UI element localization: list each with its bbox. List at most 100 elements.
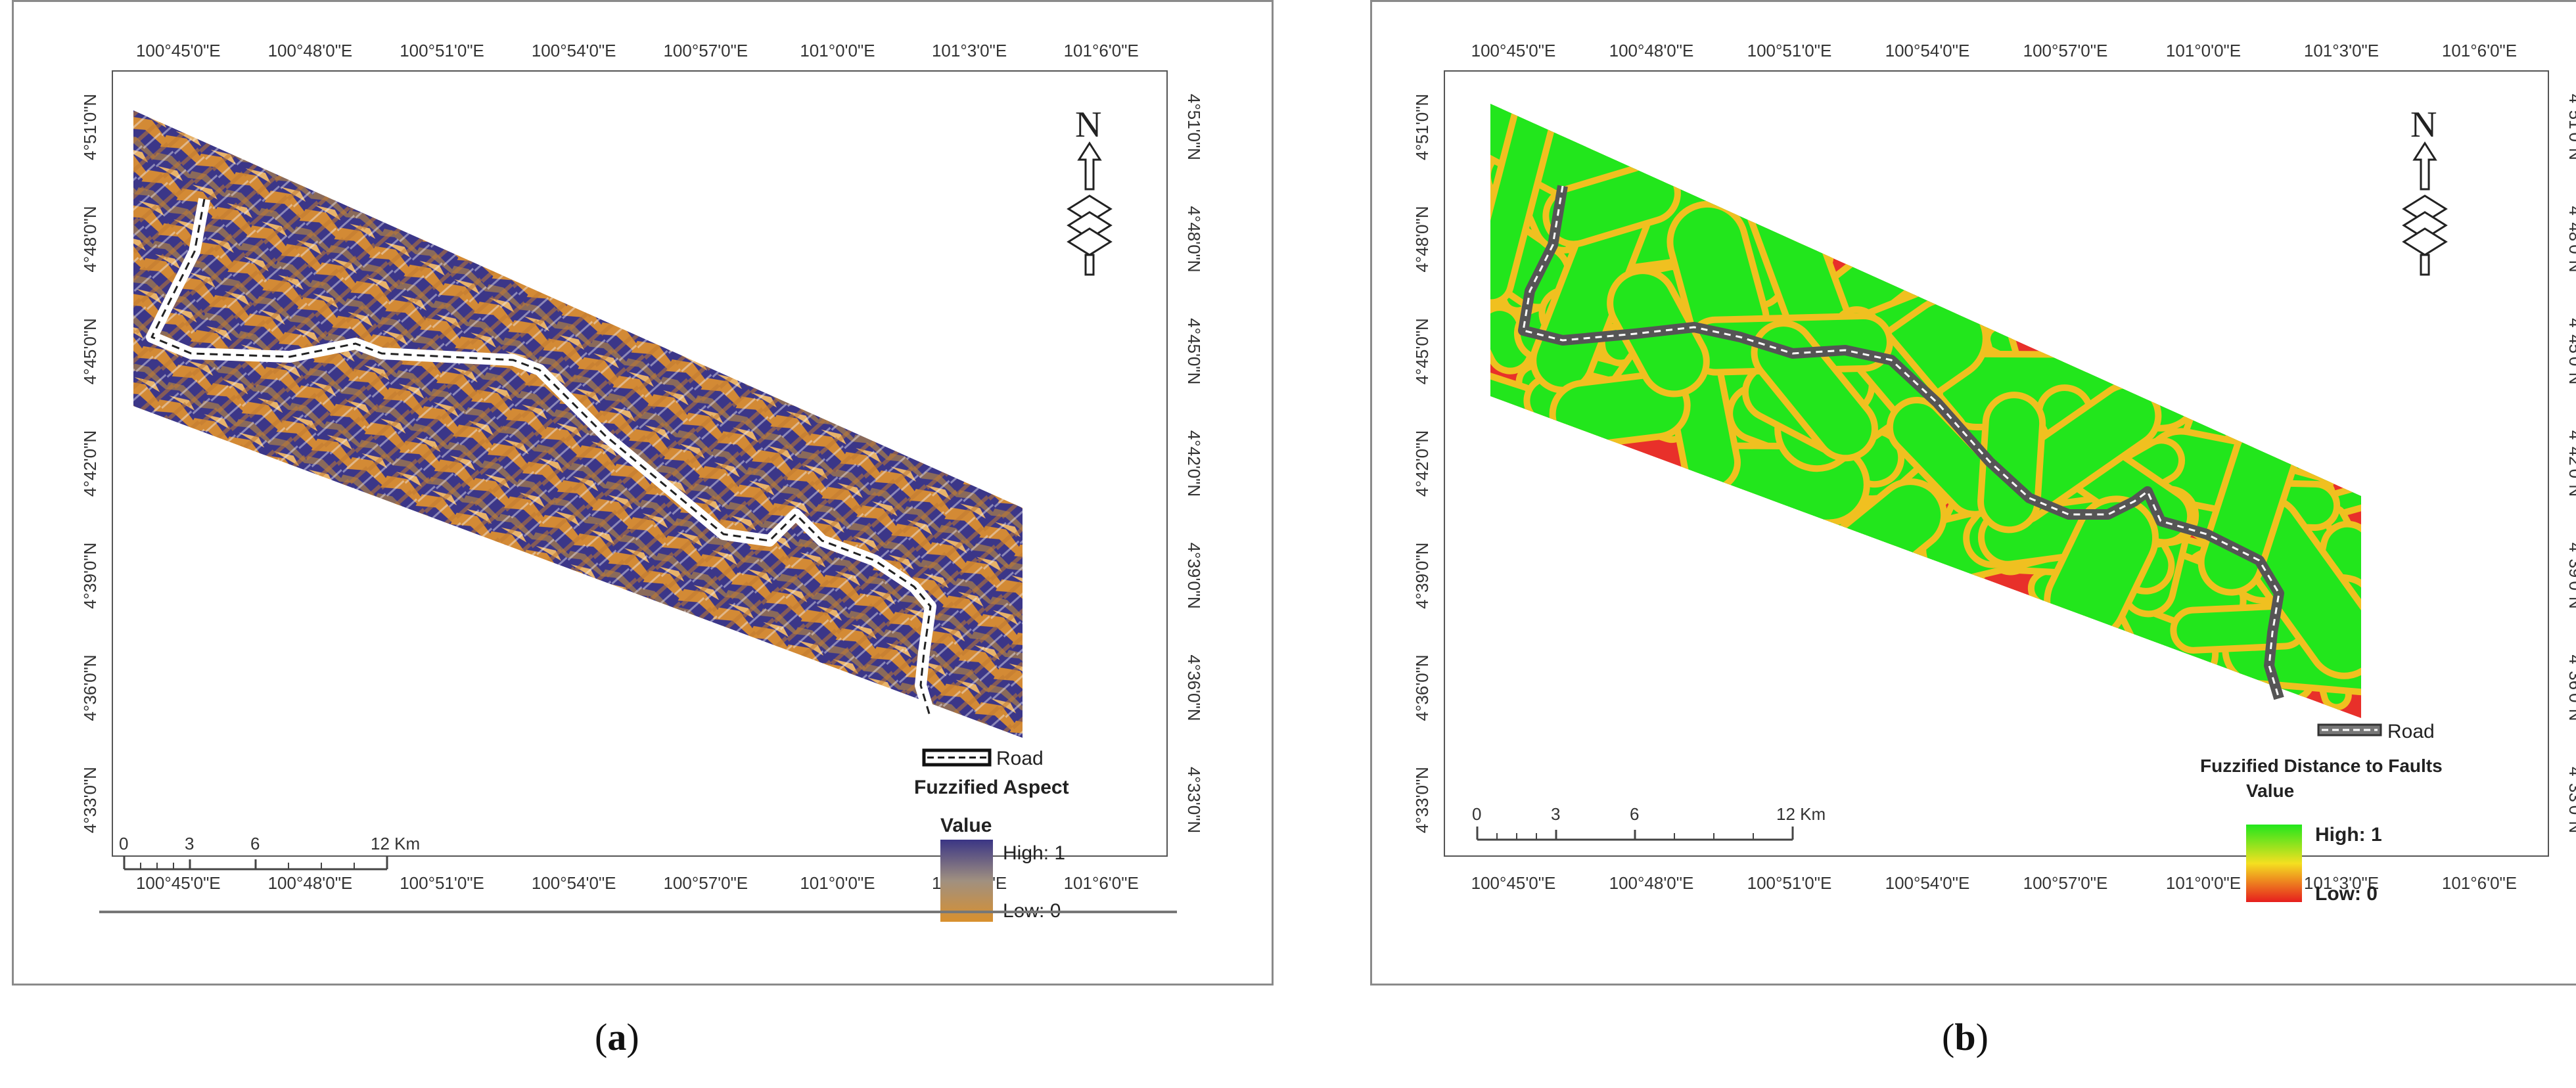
lon-tick-label-top: 101°6'0"E <box>1064 41 1139 60</box>
lon-tick-label-bottom: 100°48'0"E <box>268 873 353 893</box>
map-frame <box>112 70 1168 857</box>
lon-tick-label-bottom: 101°0'0"E <box>800 873 875 893</box>
lon-tick-label-top: 100°48'0"E <box>268 41 353 60</box>
legend: Road Fuzzified Aspect Value High: 1 Low:… <box>914 748 1069 922</box>
legend: Road Fuzzified Distance to Faults Value … <box>2200 721 2443 905</box>
scale-label: 3 <box>1551 804 1560 824</box>
lat-tick-label-left: 4°33'0"N <box>1412 767 1432 833</box>
lat-tick-label-left: 4°51'0"N <box>1412 94 1432 160</box>
lon-tick-label-bottom: 100°57'0"E <box>2023 873 2108 893</box>
caption-open: ( <box>1942 1016 1955 1058</box>
caption-close: ) <box>626 1016 639 1058</box>
lat-tick-label-left: 4°39'0"N <box>1412 543 1432 609</box>
legend-title: Fuzzified Distance to Faults <box>2200 756 2443 776</box>
road-legend-label: Road <box>996 748 1044 769</box>
faults-raster <box>1490 104 2361 718</box>
scale-label: 0 <box>1472 804 1481 824</box>
lat-tick-label-right: 4°39'0"N <box>2565 543 2576 609</box>
legend-color-ramp <box>2246 825 2302 902</box>
legend-value-label: Value <box>2246 781 2294 801</box>
lat-tick-label-right: 4°48'0"N <box>1184 206 1204 272</box>
lat-tick-label-right: 4°39'0"N <box>1184 543 1204 609</box>
north-letter: N <box>2410 104 2437 145</box>
lon-tick-label-bottom: 101°0'0"E <box>2166 873 2241 893</box>
scale-label: 3 <box>185 834 194 853</box>
road-legend-symbol <box>2317 723 2382 737</box>
lon-tick-label-top: 100°45'0"E <box>1471 41 1556 60</box>
lat-tick-label-right: 4°33'0"N <box>1184 767 1204 833</box>
lat-tick-label-right: 4°51'0"N <box>2565 94 2576 160</box>
north-arrow-icon: N <box>1067 104 1113 276</box>
fault-buffer-zone <box>1751 320 1878 462</box>
lon-tick-label-bottom: 100°54'0"E <box>1885 873 1970 893</box>
road-line <box>146 198 936 720</box>
lon-tick-label-bottom: 101°3'0"E <box>2304 873 2379 893</box>
graticule-ticks: 100°45'0"E 100°48'0"E 100°51'0"E 100°54'0"E… <box>1412 41 2576 893</box>
lon-tick-label-top: 101°3'0"E <box>2304 41 2379 60</box>
lat-tick-label-right: 4°36'0"N <box>2565 654 2576 721</box>
road-line <box>1518 185 2284 700</box>
legend-high-label: High: 1 <box>1003 842 1065 864</box>
lon-tick-label-bottom: 100°45'0"E <box>136 873 221 893</box>
scale-bar: 0 3 6 12 Km <box>1472 804 1826 841</box>
lat-tick-label-left: 4°48'0"N <box>80 206 100 272</box>
lon-tick-label-bottom: 100°57'0"E <box>663 873 748 893</box>
legend-low-label: Low: 0 <box>2315 883 2378 905</box>
lon-tick-label-top: 100°51'0"E <box>400 41 484 60</box>
road-legend-label: Road <box>2387 721 2435 742</box>
map-frame <box>1444 70 2549 857</box>
lon-tick-label-bottom: 100°45'0"E <box>1471 873 1556 893</box>
scale-label: 0 <box>119 834 128 853</box>
lon-tick-label-top: 100°57'0"E <box>663 41 748 60</box>
lat-tick-label-left: 4°39'0"N <box>80 543 100 609</box>
lon-tick-label-top: 100°45'0"E <box>136 41 221 60</box>
aspect-raster-texture <box>133 110 1023 738</box>
lon-tick-label-top: 101°6'0"E <box>2442 41 2517 60</box>
caption-letter: a <box>607 1016 627 1058</box>
lat-tick-label-left: 4°42'0"N <box>80 430 100 497</box>
lon-tick-label-bottom: 100°48'0"E <box>1609 873 1694 893</box>
fault-buffer-zone <box>1549 371 1691 449</box>
scale-label: 6 <box>250 834 260 853</box>
lon-tick-label-top: 100°54'0"E <box>1885 41 1970 60</box>
north-letter: N <box>1075 104 1101 145</box>
lat-tick-label-left: 4°42'0"N <box>1412 430 1432 497</box>
lon-tick-label-bottom: 100°54'0"E <box>532 873 616 893</box>
map-panel-faults: 100°45'0"E 100°48'0"E 100°51'0"E 100°54'0"E… <box>1370 0 2576 986</box>
legend-color-ramp <box>940 840 993 922</box>
lat-tick-label-left: 4°45'0"N <box>80 318 100 384</box>
lon-tick-label-top: 101°0'0"E <box>2166 41 2241 60</box>
lon-tick-label-top: 100°54'0"E <box>532 41 616 60</box>
caption-b: (b) <box>1942 1015 1989 1059</box>
map-faults-svg: 100°45'0"E 100°48'0"E 100°51'0"E 100°54'0"E… <box>1412 41 2576 905</box>
graticule-ticks: 100°45'0"E 100°48'0"E 100°51'0"E 100°54'0"E… <box>80 41 1204 893</box>
lat-tick-label-left: 4°36'0"N <box>80 654 100 721</box>
legend-title: Fuzzified Aspect <box>914 777 1069 798</box>
lon-tick-label-bottom: 100°51'0"E <box>400 873 484 893</box>
lat-tick-label-right: 4°51'0"N <box>1184 94 1204 160</box>
caption-a: (a) <box>595 1015 639 1059</box>
lat-tick-label-right: 4°33'0"N <box>2565 767 2576 833</box>
lat-tick-label-left: 4°45'0"N <box>1412 318 1432 384</box>
road-legend-symbol <box>922 748 992 767</box>
lat-tick-label-right: 4°45'0"N <box>1184 318 1204 384</box>
lat-tick-label-left: 4°48'0"N <box>1412 206 1432 272</box>
caption-close: ) <box>1975 1016 1989 1058</box>
lon-tick-label-bottom: 100°51'0"E <box>1747 873 1832 893</box>
lat-tick-label-left: 4°33'0"N <box>80 767 100 833</box>
scale-label: 12 Km <box>1776 804 1826 824</box>
lat-tick-label-left: 4°36'0"N <box>1412 654 1432 721</box>
lon-tick-label-top: 101°0'0"E <box>800 41 875 60</box>
lon-tick-label-top: 100°57'0"E <box>2023 41 2108 60</box>
lon-tick-label-bottom: 101°6'0"E <box>1064 873 1139 893</box>
scale-label: 12 Km <box>371 834 420 853</box>
lat-tick-label-right: 4°45'0"N <box>2565 318 2576 384</box>
lat-tick-label-right: 4°36'0"N <box>1184 654 1204 721</box>
scale-label: 6 <box>1630 804 1639 824</box>
map-aspect-svg: 100°45'0"E 100°48'0"E 100°51'0"E 100°54'0"E… <box>80 41 1204 922</box>
caption-open: ( <box>595 1016 608 1058</box>
north-arrow-icon: N <box>2402 104 2448 276</box>
lon-tick-label-bottom: 101°6'0"E <box>2442 873 2517 893</box>
lat-tick-label-right: 4°42'0"N <box>1184 430 1204 497</box>
scale-bar: 0 3 6 12 Km <box>119 834 420 871</box>
